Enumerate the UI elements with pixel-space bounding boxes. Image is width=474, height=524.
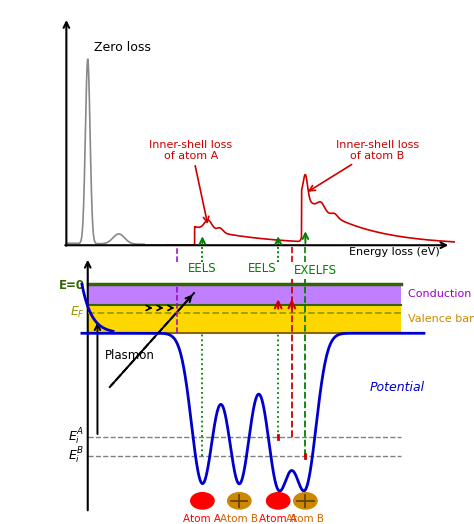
Text: $E_i^A$: $E_i^A$	[68, 427, 85, 447]
Bar	[88, 304, 401, 333]
Text: Valence bands: Valence bands	[408, 314, 474, 324]
Text: Inner-shell loss
of atom B: Inner-shell loss of atom B	[336, 140, 419, 161]
Text: Energy loss (eV): Energy loss (eV)	[349, 247, 439, 257]
Text: Zero loss: Zero loss	[93, 41, 150, 54]
Text: EELS: EELS	[188, 263, 217, 276]
Text: Atom B: Atom B	[286, 514, 324, 524]
Text: Atom B: Atom B	[220, 514, 258, 524]
Text: Atom A: Atom A	[183, 514, 221, 524]
Text: Inner-shell loss
of atom A: Inner-shell loss of atom A	[149, 140, 232, 161]
Text: E=0: E=0	[59, 279, 85, 292]
Text: $E_i^B$: $E_i^B$	[68, 446, 85, 466]
Text: Conduction bands: Conduction bands	[408, 289, 474, 299]
Text: EXELFS: EXELFS	[294, 264, 337, 277]
Text: Atom A: Atom A	[259, 514, 297, 524]
Bar	[88, 284, 401, 304]
Circle shape	[191, 493, 214, 509]
Text: $E_F$: $E_F$	[70, 305, 85, 320]
Circle shape	[228, 493, 251, 509]
Text: EELS: EELS	[247, 263, 276, 276]
Circle shape	[266, 493, 290, 509]
Circle shape	[294, 493, 317, 509]
Text: Potential: Potential	[370, 381, 425, 394]
Text: Plasmon: Plasmon	[105, 348, 155, 362]
